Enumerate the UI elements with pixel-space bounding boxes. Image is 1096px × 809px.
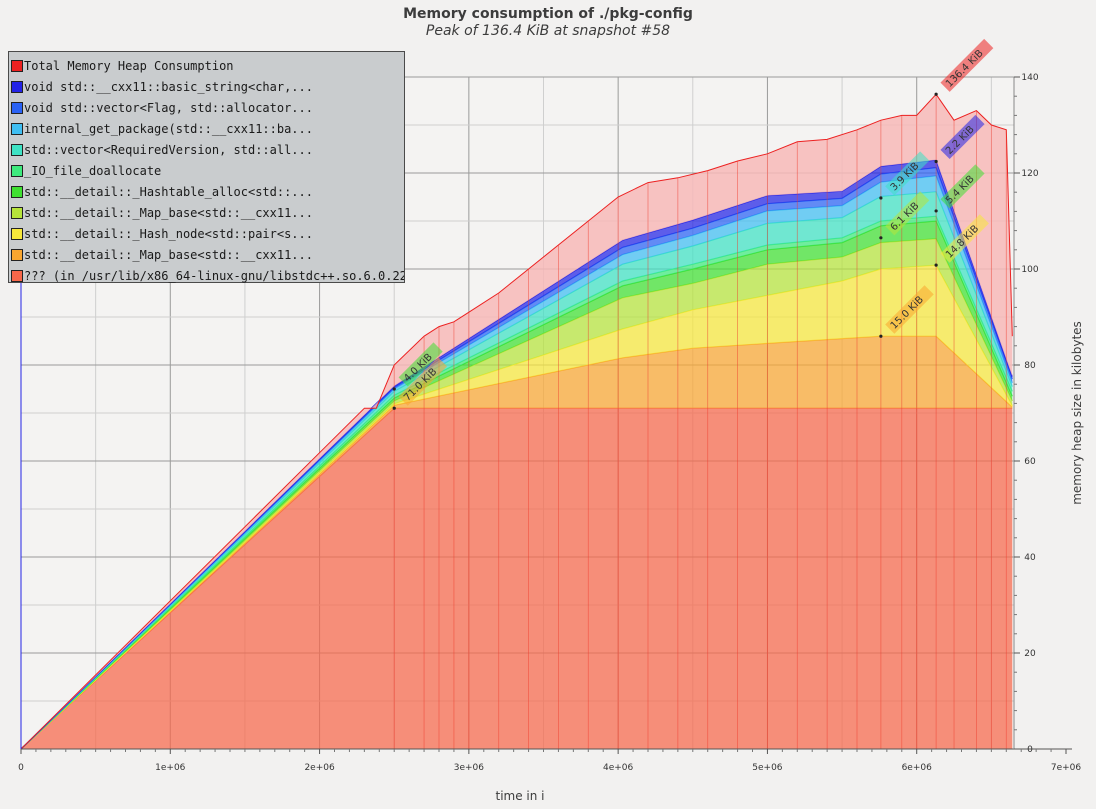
annotation-point xyxy=(934,159,938,164)
legend-item: internal_get_package(std::__cxx11::ba... xyxy=(9,118,404,139)
legend-swatch xyxy=(11,269,23,282)
legend-item: std::vector<RequiredVersion, std::all... xyxy=(9,139,404,160)
x-tick-label: 1e+06 xyxy=(155,763,186,773)
x-tick-label: 7e+06 xyxy=(1051,763,1082,773)
y-tick-label: 80 xyxy=(1024,361,1036,371)
legend-item: Total Memory Heap Consumption xyxy=(9,55,404,76)
legend-label: _IO_file_doallocate xyxy=(24,163,162,178)
legend-swatch xyxy=(11,101,23,114)
chart-subtitle: Peak of 136.4 KiB at snapshot #58 xyxy=(425,23,671,39)
legend-label: std::__detail::_Map_base<std::__cxx11... xyxy=(24,247,313,262)
y-tick-label: 0 xyxy=(1027,745,1033,755)
x-tick-label: 5e+06 xyxy=(752,763,783,773)
annotation-box xyxy=(940,38,994,92)
y-tick-label: 40 xyxy=(1024,553,1036,563)
x-tick-label: 3e+06 xyxy=(454,763,485,773)
area-series-0 xyxy=(21,408,1013,749)
legend-label: void std::__cxx11::basic_string<char,... xyxy=(24,79,313,94)
x-tick-label: 2e+06 xyxy=(304,763,335,773)
annotation-box xyxy=(885,151,930,196)
y-tick-label: 100 xyxy=(1021,265,1038,275)
annotation-box xyxy=(885,191,930,236)
legend-item: std::__detail::_Hashtable_alloc<std::... xyxy=(9,181,404,202)
legend-item: void std::__cxx11::basic_string<char,... xyxy=(9,76,404,97)
y-tick-label: 140 xyxy=(1021,73,1038,83)
line-total xyxy=(20,93,1013,750)
annotation-point xyxy=(392,406,396,410)
chart-title: Memory consumption of ./pkg-config xyxy=(403,6,693,22)
legend-item: _IO_file_doallocate xyxy=(9,160,404,181)
x-tick-label: 4e+06 xyxy=(603,763,634,773)
y-tick-label: 60 xyxy=(1024,457,1036,467)
legend-label: ??? (in /usr/lib/x86_64-linux-gnu/libstd… xyxy=(24,268,404,283)
annotation-point xyxy=(934,263,938,267)
legend-label: std::vector<RequiredVersion, std::all... xyxy=(24,142,313,157)
legend-swatch xyxy=(11,59,23,72)
legend-swatch xyxy=(11,80,23,93)
x-tick-label: 0 xyxy=(18,763,24,773)
y-tick-label: 20 xyxy=(1024,649,1036,659)
legend-swatch xyxy=(11,143,23,156)
legend-swatch xyxy=(11,185,23,198)
annotation-box xyxy=(940,164,985,209)
legend-item: std::__detail::_Hash_node<std::pair<s... xyxy=(9,223,404,244)
y-axis-label: memory heap size in kilobytes xyxy=(1070,321,1084,505)
annotation-box xyxy=(398,342,443,387)
legend-swatch xyxy=(11,206,23,219)
legend-swatch xyxy=(11,164,23,177)
legend-item: void std::vector<Flag, std::allocator... xyxy=(9,97,404,118)
x-axis-label: time in i xyxy=(495,789,545,803)
legend-swatch xyxy=(11,227,23,240)
annotation-point xyxy=(879,196,883,200)
x-tick-label: 6e+06 xyxy=(902,763,933,773)
annotation-box xyxy=(940,114,985,160)
legend-swatch xyxy=(11,248,23,261)
area-series-1 xyxy=(21,336,1013,749)
annotation-box xyxy=(940,214,989,263)
annotation-point xyxy=(879,236,883,240)
annotation-point xyxy=(392,387,396,391)
legend-item: ??? (in /usr/lib/x86_64-linux-gnu/libstd… xyxy=(9,265,404,286)
annotation-point xyxy=(934,92,938,96)
legend-label: std::__detail::_Map_base<std::__cxx11... xyxy=(24,205,313,220)
annotation-box xyxy=(885,285,934,334)
annotation-point xyxy=(934,209,938,213)
legend-item: std::__detail::_Map_base<std::__cxx11... xyxy=(9,202,404,223)
legend-label: std::__detail::_Hashtable_alloc<std::... xyxy=(24,184,313,199)
legend-label: internal_get_package(std::__cxx11::ba... xyxy=(24,121,313,136)
y-tick-label: 120 xyxy=(1021,169,1038,179)
annotation-box xyxy=(398,357,448,406)
legend-label: std::__detail::_Hash_node<std::pair<s... xyxy=(24,226,313,241)
legend-label: void std::vector<Flag, std::allocator... xyxy=(24,100,313,115)
annotation-point xyxy=(879,334,883,338)
legend-swatch xyxy=(11,122,23,135)
axes: 0 1e+06 2e+06 3e+06 4e+06 5e+06 6e+06 7e+06 0 20 4… xyxy=(18,72,1081,773)
legend-label: Total Memory Heap Consumption xyxy=(24,58,234,73)
legend-item: std::__detail::_Map_base<std::__cxx11... xyxy=(9,244,404,265)
